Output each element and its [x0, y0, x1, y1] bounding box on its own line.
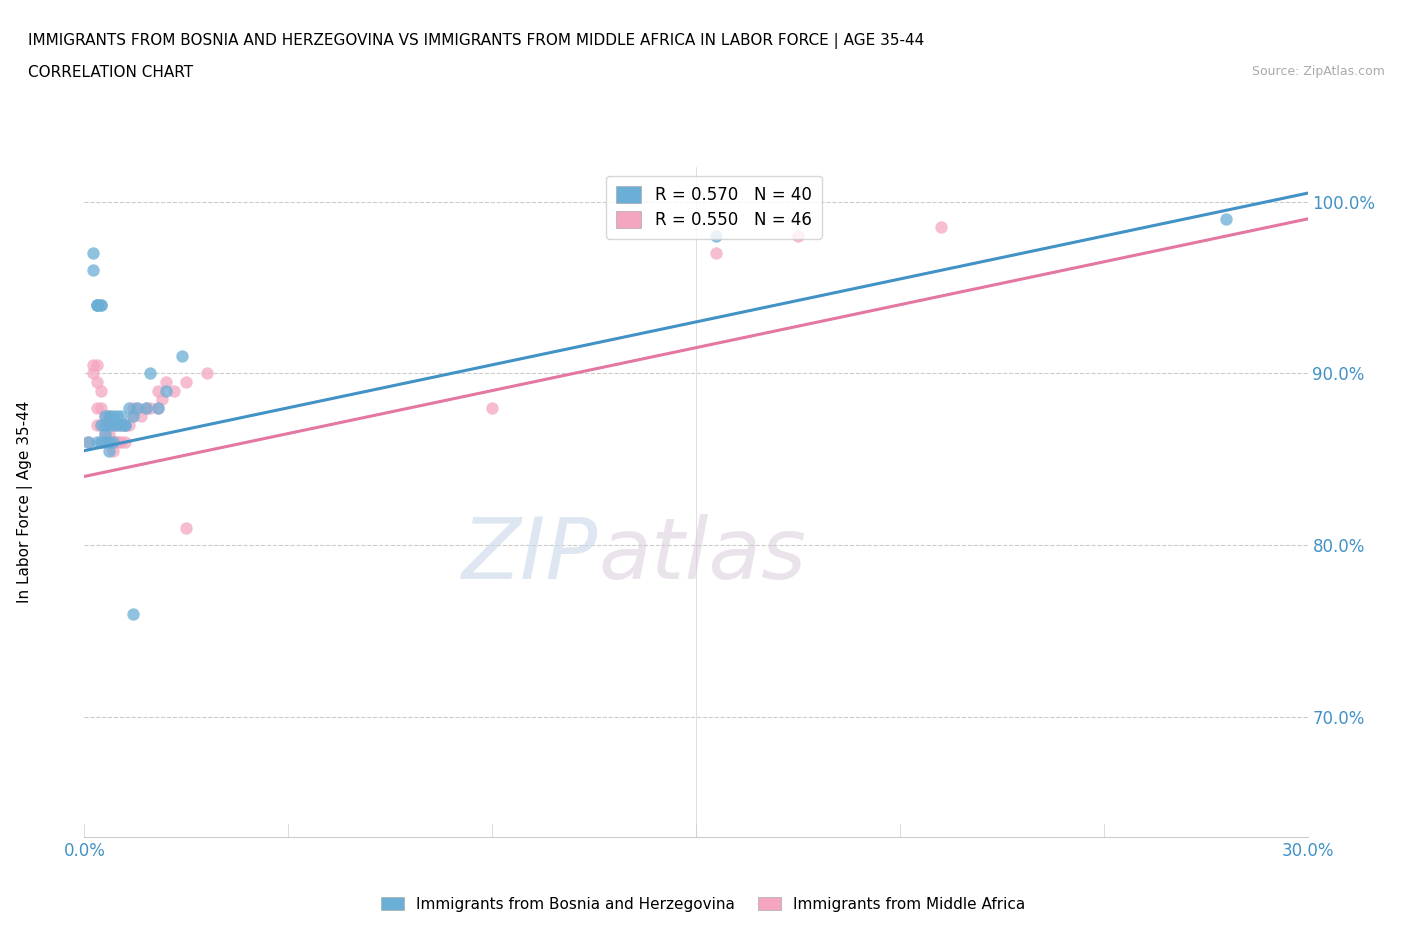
Point [146, 383, 169, 398]
Point [97, 434, 120, 449]
Legend: R = 0.570   N = 40, R = 0.550   N = 46: R = 0.570 N = 40, R = 0.550 N = 46 [606, 176, 821, 239]
Point [174, 375, 197, 390]
Point [110, 418, 132, 432]
Point [105, 418, 128, 432]
Text: atlas: atlas [598, 514, 806, 597]
Point [110, 418, 132, 432]
Point [195, 366, 218, 381]
Point [127, 400, 149, 415]
Text: Source: ZipAtlas.com: Source: ZipAtlas.com [1251, 65, 1385, 78]
Point [97, 434, 120, 449]
Point [787, 229, 810, 244]
Point [86, 400, 108, 415]
Point [97, 418, 120, 432]
Point [93, 426, 115, 441]
Point [155, 383, 177, 398]
Point [122, 606, 145, 621]
Point [86, 298, 108, 312]
Point [146, 400, 169, 415]
Point [82, 366, 104, 381]
Point [90, 400, 112, 415]
Point [97, 444, 120, 458]
Point [90, 418, 112, 432]
Point [90, 298, 112, 312]
Point [481, 400, 503, 415]
Point [90, 434, 112, 449]
Point [86, 418, 108, 432]
Point [138, 400, 160, 415]
Point [105, 434, 128, 449]
Point [110, 434, 132, 449]
Point [77, 434, 100, 449]
Point [118, 400, 141, 415]
Point [150, 392, 173, 406]
Point [93, 409, 115, 424]
Text: In Labor Force | Age 35-44: In Labor Force | Age 35-44 [17, 401, 34, 604]
Point [93, 418, 115, 432]
Point [114, 418, 136, 432]
Point [163, 383, 186, 398]
Point [704, 229, 728, 244]
Point [82, 263, 104, 278]
Point [135, 400, 157, 415]
Point [101, 409, 124, 424]
Point [90, 418, 112, 432]
Point [90, 298, 112, 312]
Point [93, 434, 115, 449]
Point [101, 418, 124, 432]
Point [929, 220, 952, 235]
Text: CORRELATION CHART: CORRELATION CHART [28, 65, 193, 80]
Point [82, 357, 104, 372]
Point [86, 357, 108, 372]
Point [97, 409, 120, 424]
Point [101, 434, 124, 449]
Point [97, 426, 120, 441]
Point [86, 298, 108, 312]
Point [118, 418, 141, 432]
Point [101, 444, 124, 458]
Point [86, 434, 108, 449]
Point [172, 349, 194, 364]
Point [93, 409, 115, 424]
Point [122, 409, 145, 424]
Point [1215, 211, 1237, 226]
Point [122, 409, 145, 424]
Point [127, 400, 149, 415]
Point [114, 418, 136, 432]
Point [624, 211, 647, 226]
Legend: Immigrants from Bosnia and Herzegovina, Immigrants from Middle Africa: Immigrants from Bosnia and Herzegovina, … [375, 890, 1031, 918]
Point [82, 246, 104, 260]
Text: IMMIGRANTS FROM BOSNIA AND HERZEGOVINA VS IMMIGRANTS FROM MIDDLE AFRICA IN LABOR: IMMIGRANTS FROM BOSNIA AND HERZEGOVINA V… [28, 33, 924, 48]
Point [704, 246, 728, 260]
Point [101, 434, 124, 449]
Point [122, 400, 145, 415]
Point [114, 418, 136, 432]
Point [86, 298, 108, 312]
Point [90, 383, 112, 398]
Point [131, 409, 153, 424]
Point [155, 375, 177, 390]
Point [135, 400, 157, 415]
Point [101, 418, 124, 432]
Point [105, 434, 128, 449]
Point [174, 521, 197, 536]
Point [105, 418, 128, 432]
Point [146, 400, 169, 415]
Point [86, 375, 108, 390]
Point [114, 434, 136, 449]
Point [93, 418, 115, 432]
Point [90, 434, 112, 449]
Point [77, 434, 100, 449]
Point [110, 409, 132, 424]
Point [105, 409, 128, 424]
Point [138, 366, 160, 381]
Text: ZIP: ZIP [461, 514, 598, 597]
Point [93, 426, 115, 441]
Point [97, 409, 120, 424]
